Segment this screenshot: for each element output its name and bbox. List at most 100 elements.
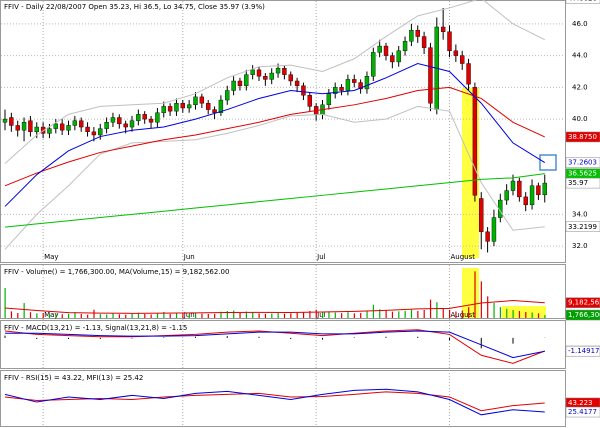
volume-bar bbox=[518, 311, 521, 318]
volume-bar bbox=[182, 313, 184, 318]
candle-body bbox=[212, 109, 217, 113]
y-tick-label: 42.0 bbox=[572, 83, 588, 91]
candle-body bbox=[402, 41, 408, 52]
volume-bar bbox=[302, 312, 305, 318]
volume-bar bbox=[42, 313, 44, 318]
end-label-box bbox=[565, 406, 600, 418]
volume-bar bbox=[214, 313, 216, 318]
candle-body bbox=[244, 74, 249, 86]
candle-body bbox=[136, 114, 141, 121]
candle-body bbox=[466, 63, 471, 85]
candle-body bbox=[415, 29, 420, 37]
candle-body bbox=[453, 50, 459, 56]
overlay-line bbox=[4, 105, 545, 250]
volume-bar bbox=[258, 313, 260, 318]
volume-bar bbox=[226, 311, 228, 318]
volume-bar bbox=[341, 313, 343, 318]
candle-body bbox=[523, 196, 528, 206]
candle-body bbox=[66, 125, 71, 131]
volume-bar bbox=[271, 313, 273, 318]
candle-body bbox=[409, 29, 414, 42]
volume-bar bbox=[487, 296, 489, 318]
candle-body bbox=[307, 95, 312, 107]
candle-body bbox=[193, 96, 198, 106]
volume-bar bbox=[48, 313, 51, 318]
volume-bar bbox=[334, 312, 336, 318]
candle-body bbox=[205, 103, 211, 110]
panel-frame bbox=[0, 264, 566, 319]
end-label: 43.223 bbox=[568, 399, 593, 407]
candle-body bbox=[161, 106, 166, 113]
volume-bar bbox=[455, 311, 457, 318]
volume-bar bbox=[80, 314, 82, 318]
volume-bar bbox=[283, 313, 286, 318]
candle-body bbox=[485, 231, 490, 242]
volume-bar bbox=[385, 310, 387, 318]
candle-body bbox=[129, 120, 135, 128]
volume-bar bbox=[252, 312, 254, 318]
y-tick-label: 32.0 bbox=[572, 242, 588, 250]
volume-bar bbox=[410, 309, 413, 318]
volume-bar bbox=[245, 311, 247, 318]
volume-bar bbox=[417, 311, 419, 318]
indicator-line bbox=[5, 330, 545, 359]
end-label-box bbox=[565, 0, 600, 4]
end-label: 9,182,562 bbox=[568, 299, 600, 307]
candle-body bbox=[28, 120, 33, 133]
volume-bar bbox=[379, 309, 381, 318]
candle-body bbox=[104, 122, 109, 129]
month-label: Jul bbox=[316, 253, 326, 261]
volume-bar bbox=[74, 312, 76, 318]
candle-body bbox=[472, 87, 478, 196]
volume-bar bbox=[360, 313, 362, 318]
candle-body bbox=[15, 125, 20, 131]
candle-body bbox=[78, 120, 84, 128]
volume-bar bbox=[531, 312, 533, 318]
end-label-box bbox=[565, 157, 600, 168]
volume-bar bbox=[474, 271, 476, 318]
y-tick-label: 34.0 bbox=[572, 210, 588, 218]
volume-bar bbox=[195, 313, 197, 318]
month-label: May bbox=[44, 311, 58, 319]
candle-body bbox=[294, 80, 300, 86]
volume-bar bbox=[36, 313, 38, 318]
candle-body bbox=[225, 90, 230, 101]
volume-bar bbox=[309, 311, 311, 318]
volume-bar bbox=[125, 314, 127, 318]
candle-body bbox=[167, 106, 173, 112]
candle-body bbox=[491, 217, 497, 242]
volume-bar bbox=[290, 313, 292, 318]
candle-body bbox=[542, 182, 547, 196]
candle-body bbox=[47, 128, 52, 134]
end-label-box bbox=[565, 177, 600, 189]
volume-bar bbox=[201, 313, 203, 318]
end-label: 35.97 bbox=[568, 179, 588, 187]
volume-bar bbox=[131, 313, 133, 318]
highlight bbox=[502, 306, 546, 318]
candle-body bbox=[174, 103, 179, 112]
end-label-box bbox=[565, 345, 600, 357]
y-tick-label: 44.0 bbox=[572, 52, 588, 60]
candle-body bbox=[110, 117, 116, 123]
volume-bar bbox=[436, 302, 438, 318]
candle-body bbox=[371, 52, 376, 77]
volume-bar bbox=[169, 313, 171, 318]
candle-body bbox=[180, 103, 186, 109]
candle-body bbox=[148, 118, 154, 123]
volume-bar bbox=[106, 314, 108, 318]
volume-bar bbox=[150, 314, 152, 318]
candle-body bbox=[358, 82, 363, 90]
cursor-box bbox=[539, 154, 557, 171]
end-label-box bbox=[565, 309, 600, 321]
volume-bar bbox=[144, 314, 146, 318]
month-label: Jun bbox=[183, 253, 195, 261]
volume-bar bbox=[10, 311, 13, 318]
end-label: 36.5625 bbox=[568, 170, 597, 178]
volume-bar bbox=[449, 310, 451, 318]
candle-body bbox=[231, 80, 236, 91]
end-label: 33.2199 bbox=[568, 223, 597, 231]
candle-body bbox=[326, 93, 332, 106]
candle-body bbox=[301, 85, 306, 96]
volume-bar bbox=[55, 313, 57, 318]
panel-title: FFIV - Daily 22/08/2007 Open 35.23, Hi 3… bbox=[4, 3, 265, 11]
